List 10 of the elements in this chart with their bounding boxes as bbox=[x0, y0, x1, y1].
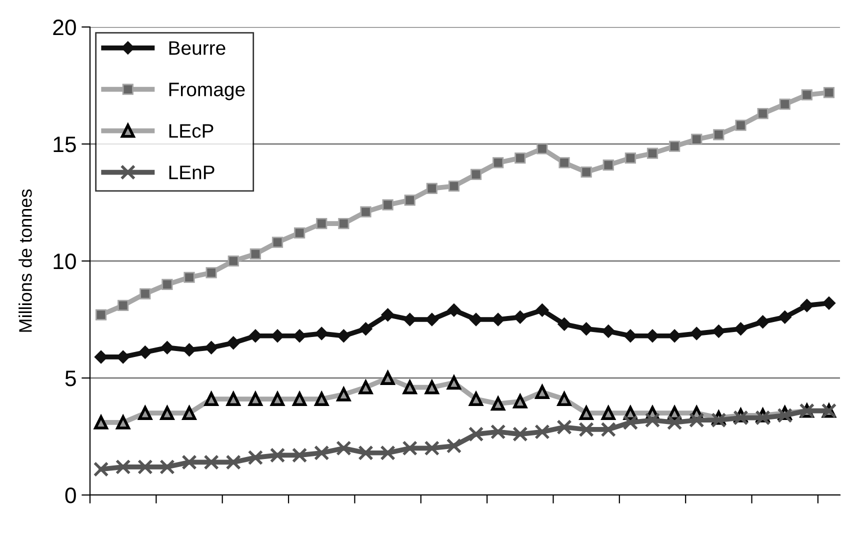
legend-label: Fromage bbox=[169, 82, 245, 100]
legend-label: LEnP bbox=[169, 166, 214, 180]
y-tick-label: 5 bbox=[65, 370, 76, 386]
y-tick-label: 20 bbox=[53, 20, 76, 36]
legend-label: LEcP bbox=[169, 124, 214, 138]
y-tick-label: 15 bbox=[54, 136, 76, 152]
y-axis-title: Millions de tonnes bbox=[18, 189, 32, 332]
y-tick-label: 10 bbox=[54, 254, 76, 270]
y-tick-label: 0 bbox=[65, 488, 76, 504]
legend-label: Beurre bbox=[169, 41, 226, 55]
